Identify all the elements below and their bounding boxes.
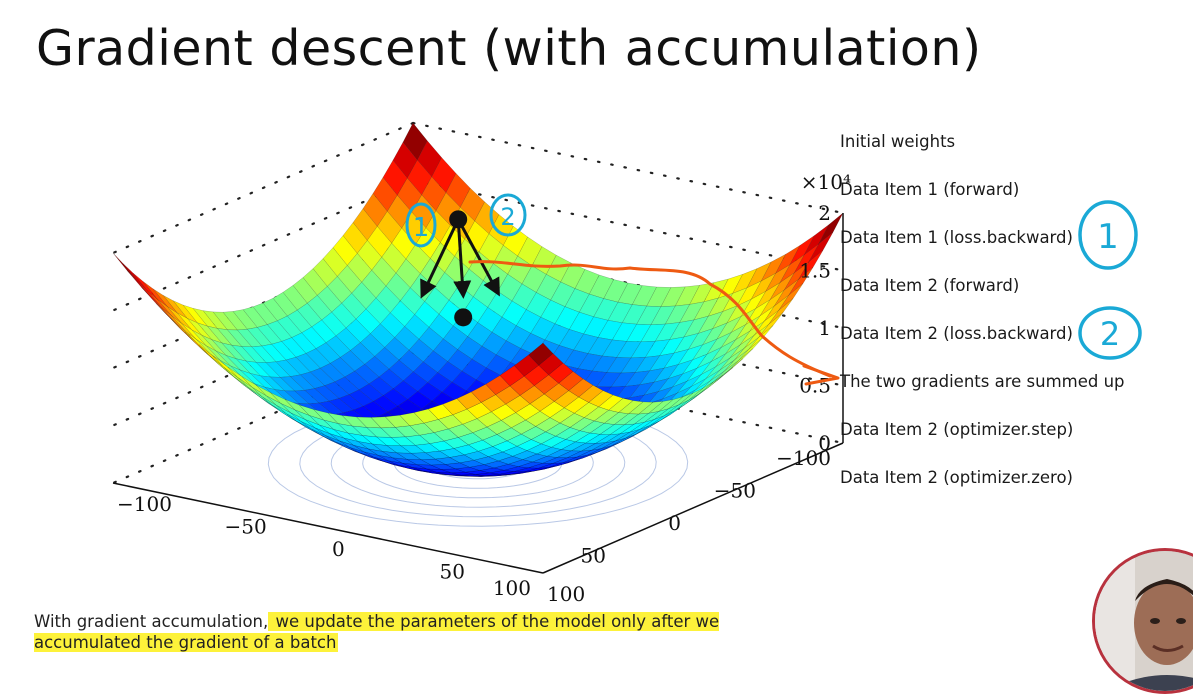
x-tick-label: −100 — [776, 446, 831, 470]
z-tick-label: 1 — [818, 316, 831, 340]
caption-part-1: With gradient accumulation, — [34, 612, 269, 631]
step-item2-optimizer-step: Data Item 2 (optimizer.step) — [840, 420, 1074, 439]
z-tick-label: 0 — [818, 431, 831, 455]
step-mark-1: 1 — [1078, 200, 1138, 270]
z-tick-label: 0.5 — [799, 374, 831, 398]
loss-surface-plot: 2 1.5 1 0.5 0 ×10⁴ 100 50 0 −50 −100 100 50 0 −50 −100 — [111, 121, 851, 606]
y-tick-label: 0 — [332, 537, 345, 561]
presenter-webcam — [1092, 548, 1193, 694]
caption: With gradient accumulation, we update th… — [34, 611, 754, 653]
y-tick-label: 50 — [440, 560, 465, 584]
step-item1-backward: Data Item 1 (loss.backward) — [840, 228, 1073, 247]
slide-title: Gradient descent (with accumulation) — [36, 20, 982, 77]
step-item2-backward: Data Item 2 (loss.backward) — [840, 324, 1073, 343]
plot-axes — [112, 213, 844, 574]
step-gradients-summed: The two gradients are summed up — [840, 372, 1125, 391]
loss-surface-svg: 2 1.5 1 0.5 0 ×10⁴ 100 50 0 −50 −100 100 50 0 −50 −100 — [111, 121, 851, 606]
person-icon — [1095, 551, 1193, 691]
z-tick-label: 1.5 — [799, 259, 831, 283]
surface-mesh — [112, 122, 844, 477]
step-item2-forward: Data Item 2 (forward) — [840, 276, 1020, 295]
y-tick-label: 100 — [547, 582, 585, 606]
x-tick-label: −50 — [714, 479, 756, 503]
step-initial-weights: Initial weights — [840, 132, 956, 151]
updated-weight-point — [454, 308, 473, 327]
step-item1-forward: Data Item 1 (forward) — [840, 180, 1020, 199]
step-mark-1-label: 1 — [1097, 217, 1119, 257]
y-tick-label: −50 — [225, 515, 267, 539]
step-item2-optimizer-zero: Data Item 2 (optimizer.zero) — [840, 468, 1073, 487]
step-mark-2-label: 2 — [1100, 315, 1120, 353]
x-tick-label: 0 — [668, 511, 681, 535]
z-tick-label: 2 — [818, 201, 831, 225]
x-tick-label: 100 — [493, 576, 531, 600]
step-mark-2: 2 — [1078, 306, 1142, 360]
x-tick-label: 50 — [581, 544, 606, 568]
z-exponent-label: ×10⁴ — [801, 170, 851, 194]
initial-weight-point — [449, 210, 468, 229]
y-tick-label: −100 — [117, 492, 172, 516]
